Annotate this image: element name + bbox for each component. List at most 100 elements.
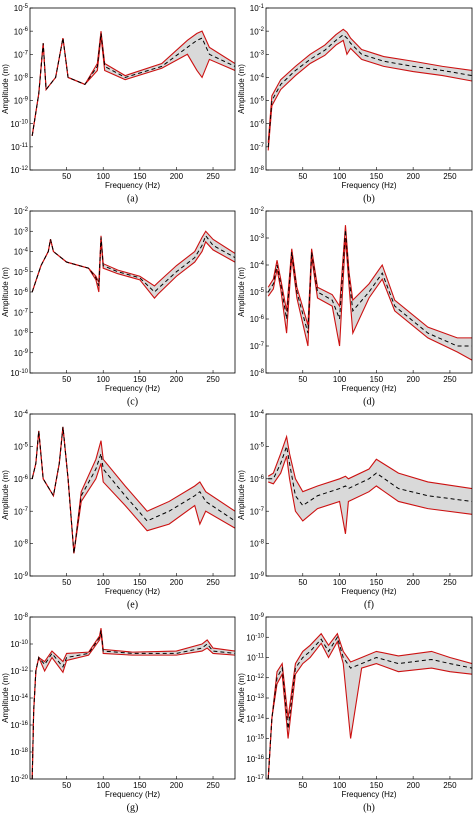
y-tick-label: 10-2 <box>250 27 265 37</box>
y-tick-label: 10-10 <box>246 633 264 643</box>
y-tick-label: 10-20 <box>10 775 28 785</box>
x-tick-label: 150 <box>370 375 384 384</box>
x-axis-label: Frequency (Hz) <box>341 181 396 190</box>
x-tick-label: 250 <box>443 172 457 181</box>
y-tick-label: 10-9 <box>14 348 29 358</box>
y-tick-label: 10-7 <box>14 308 29 318</box>
uncertainty-band <box>268 225 472 361</box>
caption: (g) <box>127 802 139 813</box>
x-axis-label: Frequency (Hz) <box>105 587 160 596</box>
x-axis-label: Frequency (Hz) <box>105 181 160 190</box>
caption: (a) <box>127 193 138 204</box>
caption: (h) <box>363 802 375 813</box>
y-axis-label: Amplitude (m) <box>1 64 10 114</box>
bound-line <box>31 239 235 299</box>
y-tick-label: 10-16 <box>246 754 264 764</box>
y-axis-label: Amplitude (m) <box>1 673 10 723</box>
y-tick-label: 10-12 <box>10 166 28 176</box>
y-tick-label: 10-3 <box>14 227 29 237</box>
x-tick-label: 150 <box>370 578 384 587</box>
x-tick-label: 150 <box>133 375 147 384</box>
x-tick-label: 50 <box>298 781 307 790</box>
plot-frame <box>265 413 473 577</box>
y-tick-label: 10-10 <box>10 369 28 379</box>
y-tick-label: 10-5 <box>14 4 29 14</box>
uncertainty-band <box>32 426 235 554</box>
y-tick-label: 10-8 <box>14 328 29 338</box>
y-tick-label: 10-8 <box>250 539 265 549</box>
x-tick-label: 250 <box>206 172 220 181</box>
bound-line <box>267 28 472 143</box>
x-tick-label: 200 <box>406 578 420 587</box>
x-tick-label: 50 <box>62 578 71 587</box>
x-tick-label: 200 <box>406 375 420 384</box>
caption: (b) <box>363 193 375 204</box>
y-tick-label: 10-6 <box>14 27 29 37</box>
mean-line <box>31 426 235 554</box>
y-tick-label: 10-8 <box>250 166 265 176</box>
y-tick-label: 10-6 <box>250 119 265 129</box>
y-tick-label: 10-5 <box>250 288 265 298</box>
x-tick-label: 150 <box>133 172 147 181</box>
caption: (f) <box>364 599 374 610</box>
bound-line <box>267 632 472 779</box>
uncertainty-band <box>268 436 472 534</box>
y-tick-label: 10-7 <box>14 507 29 517</box>
y-tick-label: 10-15 <box>246 734 264 744</box>
y-tick-label: 10-2 <box>250 207 265 217</box>
y-tick-label: 10-5 <box>14 267 29 277</box>
bound-line <box>267 640 472 779</box>
y-tick-label: 10-5 <box>250 442 265 452</box>
y-tick-label: 10-3 <box>250 234 265 244</box>
x-tick-label: 100 <box>97 578 111 587</box>
bound-line <box>31 426 235 554</box>
y-axis-label: Amplitude (m) <box>237 267 246 317</box>
y-tick-label: 10-11 <box>11 142 29 152</box>
y-tick-label: 10-14 <box>246 714 264 724</box>
x-tick-label: 200 <box>170 578 184 587</box>
x-tick-label: 100 <box>97 781 111 790</box>
bound-line <box>31 628 235 779</box>
bound-line <box>267 39 472 151</box>
x-tick-label: 100 <box>333 578 347 587</box>
y-tick-label: 10-4 <box>250 410 265 420</box>
y-axis-label: Amplitude (m) <box>1 267 10 317</box>
x-tick-label: 150 <box>370 172 384 181</box>
y-tick-label: 10-8 <box>250 369 265 379</box>
y-tick-label: 10-9 <box>14 572 29 582</box>
y-tick-label: 10-9 <box>250 613 265 623</box>
x-tick-label: 150 <box>133 781 147 790</box>
y-tick-label: 10-7 <box>250 507 265 517</box>
x-tick-label: 150 <box>370 781 384 790</box>
mean-line <box>31 234 235 293</box>
plot-frame <box>29 7 236 171</box>
x-tick-label: 100 <box>97 172 111 181</box>
y-tick-label: 10-2 <box>14 207 29 217</box>
y-tick-label: 10-10 <box>10 640 28 650</box>
bound-line <box>267 434 472 493</box>
y-tick-label: 10-18 <box>10 748 28 758</box>
y-axis-label: Amplitude (m) <box>1 470 10 520</box>
bound-line <box>268 455 472 534</box>
y-tick-label: 10-14 <box>10 694 28 704</box>
y-tick-label: 10-4 <box>14 247 29 257</box>
x-tick-label: 200 <box>170 172 184 181</box>
x-tick-label: 200 <box>406 781 420 790</box>
y-tick-label: 10-5 <box>14 442 29 452</box>
y-tick-label: 10-1 <box>250 4 265 14</box>
x-tick-label: 50 <box>298 578 307 587</box>
x-tick-label: 250 <box>206 578 220 587</box>
y-tick-label: 10-6 <box>14 474 29 484</box>
x-tick-label: 100 <box>333 375 347 384</box>
x-tick-label: 50 <box>298 375 307 384</box>
y-tick-label: 10-13 <box>246 694 264 704</box>
x-tick-label: 200 <box>170 375 184 384</box>
x-tick-label: 100 <box>97 375 111 384</box>
x-axis-label: Frequency (Hz) <box>105 790 160 799</box>
y-tick-label: 10-7 <box>14 50 29 60</box>
mean-line <box>268 444 472 507</box>
y-axis-label: Amplitude (m) <box>237 64 246 114</box>
y-tick-label: 10-7 <box>250 142 265 152</box>
